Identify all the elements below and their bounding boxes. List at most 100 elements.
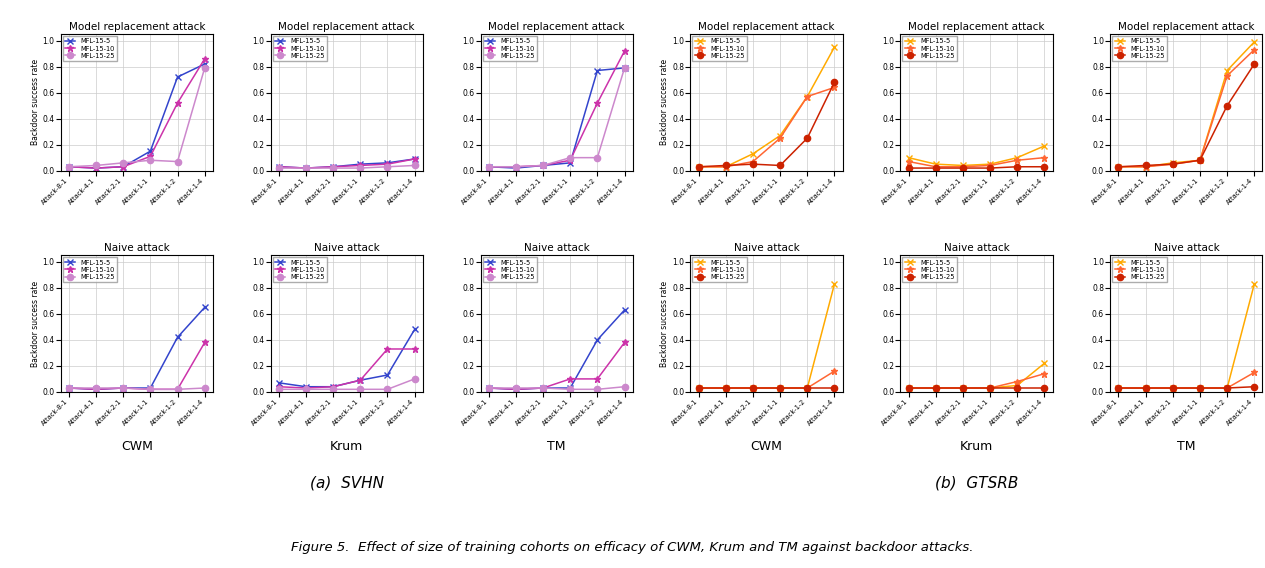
MFL-15-5 xyxy=(955,385,970,391)
MFL-15-5 xyxy=(1009,154,1025,161)
MFL-15-5 xyxy=(773,385,788,391)
MFL-15-25 xyxy=(1247,383,1262,390)
Legend: MFL-15-5, MFL-15-10, MFL-15-25: MFL-15-5, MFL-15-10, MFL-15-25 xyxy=(1112,36,1166,61)
Legend: MFL-15-5, MFL-15-10, MFL-15-25: MFL-15-5, MFL-15-10, MFL-15-25 xyxy=(692,257,748,282)
MFL-15-25 xyxy=(589,386,605,392)
MFL-15-10 xyxy=(407,156,423,162)
MFL-15-5 xyxy=(407,326,423,333)
MFL-15-25 xyxy=(407,162,423,169)
Line: MFL-15-5: MFL-15-5 xyxy=(1116,281,1257,391)
Text: TM: TM xyxy=(548,440,565,453)
MFL-15-5 xyxy=(691,164,706,170)
MFL-15-10 xyxy=(929,385,944,391)
MFL-15-5 xyxy=(901,154,916,161)
Y-axis label: Backdoor success rate: Backdoor success rate xyxy=(660,281,669,367)
MFL-15-25 xyxy=(89,162,104,169)
MFL-15-5 xyxy=(325,383,340,390)
Text: Krum: Krum xyxy=(960,440,993,453)
Line: MFL-15-5: MFL-15-5 xyxy=(66,304,207,392)
Legend: MFL-15-5, MFL-15-10, MFL-15-25: MFL-15-5, MFL-15-10, MFL-15-25 xyxy=(1112,257,1166,282)
MFL-15-10 xyxy=(1247,369,1262,376)
Legend: MFL-15-5, MFL-15-10, MFL-15-25: MFL-15-5, MFL-15-10, MFL-15-25 xyxy=(692,36,748,61)
Legend: MFL-15-5, MFL-15-10, MFL-15-25: MFL-15-5, MFL-15-10, MFL-15-25 xyxy=(63,257,118,282)
MFL-15-5 xyxy=(691,385,706,391)
MFL-15-10 xyxy=(89,165,104,172)
Legend: MFL-15-5, MFL-15-10, MFL-15-25: MFL-15-5, MFL-15-10, MFL-15-25 xyxy=(902,36,956,61)
MFL-15-25 xyxy=(1219,102,1235,109)
MFL-15-25 xyxy=(1111,164,1126,170)
MFL-15-10 xyxy=(719,385,734,391)
MFL-15-10 xyxy=(563,375,578,382)
MFL-15-10 xyxy=(799,385,815,391)
MFL-15-25 xyxy=(827,385,842,391)
MFL-15-25 xyxy=(983,385,998,391)
MFL-15-25 xyxy=(271,386,286,392)
MFL-15-25 xyxy=(325,386,340,392)
MFL-15-25 xyxy=(691,385,706,391)
MFL-15-5 xyxy=(827,44,842,51)
MFL-15-10 xyxy=(1138,385,1154,391)
MFL-15-5 xyxy=(1193,157,1208,164)
MFL-15-5 xyxy=(380,371,395,378)
MFL-15-25 xyxy=(170,158,185,165)
MFL-15-25 xyxy=(1193,157,1208,164)
MFL-15-25 xyxy=(745,385,760,391)
MFL-15-10 xyxy=(535,385,550,391)
MFL-15-5 xyxy=(509,386,524,392)
MFL-15-5 xyxy=(719,385,734,391)
MFL-15-10 xyxy=(509,164,524,170)
MFL-15-5 xyxy=(745,151,760,157)
Line: MFL-15-25: MFL-15-25 xyxy=(276,162,417,171)
MFL-15-25 xyxy=(1165,161,1180,168)
MFL-15-5 xyxy=(1219,385,1235,391)
Legend: MFL-15-5, MFL-15-10, MFL-15-25: MFL-15-5, MFL-15-10, MFL-15-25 xyxy=(482,257,538,282)
MFL-15-10 xyxy=(407,345,423,352)
MFL-15-5 xyxy=(509,165,524,172)
MFL-15-5 xyxy=(773,132,788,139)
Title: Naive attack: Naive attack xyxy=(524,243,589,253)
MFL-15-10 xyxy=(353,377,368,383)
MFL-15-10 xyxy=(691,385,706,391)
MFL-15-5 xyxy=(1111,385,1126,391)
MFL-15-5 xyxy=(170,74,185,81)
Line: MFL-15-25: MFL-15-25 xyxy=(486,65,627,170)
MFL-15-25 xyxy=(380,386,395,392)
Title: Naive attack: Naive attack xyxy=(944,243,1009,253)
MFL-15-5 xyxy=(929,385,944,391)
MFL-15-10 xyxy=(89,386,104,392)
MFL-15-25 xyxy=(1009,164,1025,170)
MFL-15-10 xyxy=(61,164,76,170)
MFL-15-10 xyxy=(1219,385,1235,391)
Line: MFL-15-5: MFL-15-5 xyxy=(486,65,627,171)
Line: MFL-15-5: MFL-15-5 xyxy=(1116,39,1257,170)
MFL-15-10 xyxy=(115,385,130,391)
MFL-15-10 xyxy=(983,385,998,391)
MFL-15-10 xyxy=(589,99,605,106)
MFL-15-25 xyxy=(407,375,423,382)
MFL-15-5 xyxy=(617,307,632,314)
MFL-15-25 xyxy=(1165,385,1180,391)
MFL-15-10 xyxy=(1009,378,1025,385)
MFL-15-25 xyxy=(143,157,158,164)
MFL-15-25 xyxy=(481,164,496,170)
Line: MFL-15-10: MFL-15-10 xyxy=(906,370,1047,391)
MFL-15-10 xyxy=(827,84,842,91)
MFL-15-10 xyxy=(719,164,734,170)
MFL-15-10 xyxy=(325,383,340,390)
MFL-15-10 xyxy=(143,153,158,160)
MFL-15-10 xyxy=(1111,164,1126,170)
MFL-15-25 xyxy=(955,385,970,391)
MFL-15-10 xyxy=(617,48,632,55)
MFL-15-10 xyxy=(170,99,185,106)
Y-axis label: Backdoor success rate: Backdoor success rate xyxy=(30,281,39,367)
Line: MFL-15-10: MFL-15-10 xyxy=(486,339,627,392)
Line: MFL-15-25: MFL-15-25 xyxy=(66,385,207,392)
MFL-15-10 xyxy=(901,385,916,391)
MFL-15-5 xyxy=(589,67,605,74)
MFL-15-5 xyxy=(1037,143,1052,149)
MFL-15-25 xyxy=(481,385,496,391)
Line: MFL-15-10: MFL-15-10 xyxy=(696,368,837,391)
MFL-15-5 xyxy=(901,385,916,391)
MFL-15-10 xyxy=(115,164,130,170)
MFL-15-25 xyxy=(271,165,286,172)
